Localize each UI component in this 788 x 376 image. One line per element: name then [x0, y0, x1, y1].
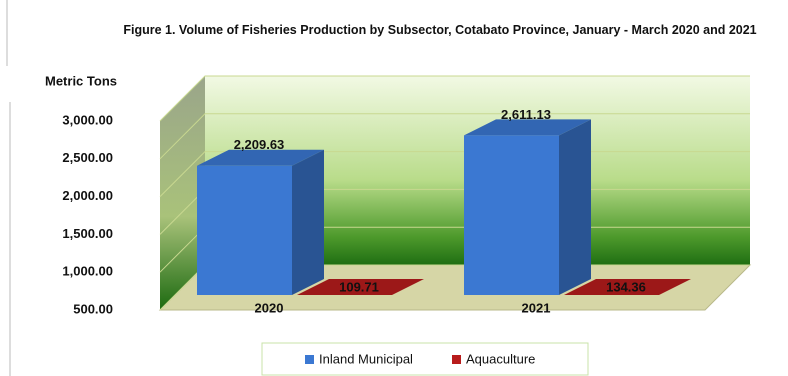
y-tick-label: 2,000.00 [62, 188, 113, 203]
x-tick-label: 2020 [255, 300, 284, 315]
y-tick-label: 2,500.00 [62, 150, 113, 165]
legend-swatch [305, 355, 314, 364]
legend-label: Aquaculture [466, 351, 535, 366]
legend-swatch [452, 355, 461, 364]
grid-line [159, 113, 750, 160]
bar-face [464, 119, 591, 136]
y-tick-label: 1,000.00 [62, 264, 113, 279]
bar-face [564, 279, 691, 295]
bar-face [292, 149, 324, 295]
y-tick-label: 1,500.00 [62, 226, 113, 241]
y-tick-label: 3,000.00 [62, 112, 113, 127]
bar [297, 279, 424, 295]
value-label: 134.36 [606, 279, 646, 294]
y-axis-title: Metric Tons [45, 73, 117, 88]
value-label: 2,209.63 [234, 137, 285, 152]
chart-title: Figure 1. Volume of Fisheries Production… [123, 23, 757, 37]
y-tick-label: 500.00 [73, 301, 113, 316]
bar [464, 119, 591, 295]
bar [564, 279, 691, 295]
bar-face [197, 165, 292, 295]
bar-face [464, 135, 559, 295]
legend [261, 342, 589, 376]
bar-face [559, 119, 591, 295]
value-label: 109.71 [339, 279, 379, 294]
bar-face [297, 279, 424, 295]
side-wall [160, 76, 205, 310]
bar [197, 149, 324, 295]
x-tick-label: 2021 [522, 300, 551, 315]
value-label: 2,611.13 [501, 107, 551, 122]
grid-line [159, 75, 750, 122]
bar-face [197, 149, 324, 166]
legend-label: Inland Municipal [319, 351, 413, 366]
